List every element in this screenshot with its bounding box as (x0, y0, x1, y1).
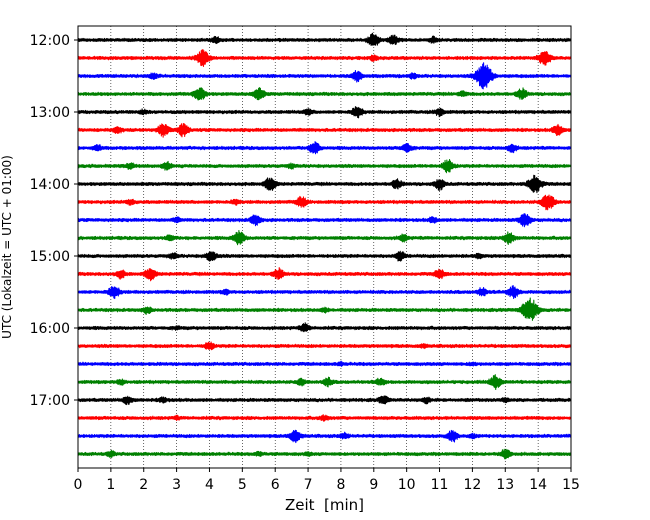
y-tick-label-1300: 13:00 (30, 105, 70, 121)
x-tick-label-3: 3 (172, 477, 181, 493)
x-tick-label-15: 15 (562, 477, 580, 493)
y-axis-ticks: 12:00 13:00 14:00 15:00 16:00 17:00 (30, 33, 78, 409)
trace-1545 (77, 297, 572, 321)
plot-frame (77, 25, 572, 469)
trace-1330 (77, 141, 572, 155)
trace-1345 (77, 158, 572, 174)
trace-1215 (77, 49, 572, 67)
trace-1245 (77, 87, 572, 101)
trace-1745 (77, 448, 572, 460)
x-tick-label-2: 2 (139, 477, 148, 493)
trace-1615 (77, 341, 572, 351)
trace-1700 (77, 395, 572, 406)
x-tick-label-1: 1 (106, 477, 115, 493)
trace-1200 (77, 32, 572, 47)
x-tick-label-5: 5 (238, 477, 247, 493)
trace-1315 (77, 122, 572, 138)
x-tick-label-13: 13 (496, 477, 514, 493)
trace-1500 (77, 250, 572, 262)
trace-1230 (77, 62, 572, 90)
x-tick-label-7: 7 (304, 477, 313, 493)
x-tick-label-8: 8 (336, 477, 345, 493)
trace-1630 (77, 360, 572, 367)
y-tick-label-1500: 15:00 (30, 249, 70, 265)
x-tick-label-12: 12 (463, 477, 481, 493)
y-tick-label-1200: 12:00 (30, 33, 70, 49)
trace-1430 (77, 213, 572, 228)
x-axis-ticks: 0 1 2 3 4 5 6 7 8 9 10 11 12 13 14 15 (74, 468, 580, 493)
x-tick-label-4: 4 (205, 477, 214, 493)
x-tick-label-9: 9 (369, 477, 378, 493)
x-tick-label-6: 6 (271, 477, 280, 493)
y-tick-label-1600: 16:00 (30, 321, 70, 337)
trace-1300 (77, 106, 572, 119)
y-tick-label-1700: 17:00 (30, 393, 70, 409)
trace-1645 (77, 374, 572, 391)
trace-1530 (77, 285, 572, 300)
y-axis-label: UTC (Lokalzeit = UTC + 01:00) (0, 155, 14, 339)
x-tick-label-11: 11 (431, 477, 449, 493)
trace-1600 (77, 322, 572, 333)
x-axis-label: Zeit [min] (285, 496, 364, 514)
trace-1730 (77, 429, 572, 444)
trace-1445 (77, 229, 572, 246)
trace-1715 (77, 414, 572, 422)
y-tick-label-1400: 14:00 (30, 177, 70, 193)
trace-1515 (77, 267, 572, 282)
trace-group (77, 32, 572, 460)
trace-1415 (77, 194, 572, 211)
x-tick-label-10: 10 (398, 477, 416, 493)
trace-1400 (77, 174, 572, 194)
x-tick-label-0: 0 (74, 477, 83, 493)
x-tick-label-14: 14 (529, 477, 547, 493)
